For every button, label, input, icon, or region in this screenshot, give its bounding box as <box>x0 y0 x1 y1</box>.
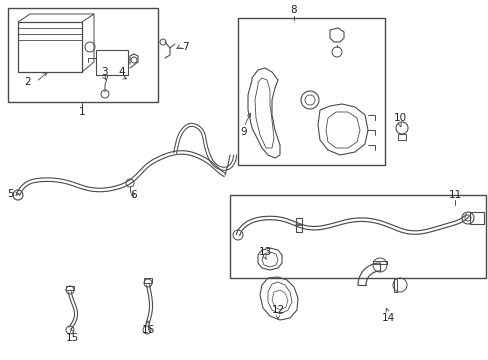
Bar <box>8 8 158 102</box>
Bar <box>143 278 152 283</box>
Text: 7: 7 <box>182 42 188 52</box>
Bar <box>238 18 384 165</box>
Text: 1: 1 <box>79 107 85 117</box>
Bar <box>229 195 485 278</box>
Bar <box>372 261 386 264</box>
Text: 8: 8 <box>290 5 297 15</box>
Text: 13: 13 <box>258 247 271 257</box>
Bar <box>18 22 82 72</box>
Bar <box>469 212 483 224</box>
Text: 10: 10 <box>393 113 406 123</box>
Bar <box>66 286 74 290</box>
Text: 15: 15 <box>65 333 79 343</box>
Bar <box>295 218 302 232</box>
Text: 16: 16 <box>141 325 154 335</box>
Text: 5: 5 <box>7 189 13 199</box>
Text: 6: 6 <box>130 190 137 200</box>
Text: 12: 12 <box>271 305 284 315</box>
Bar <box>393 278 396 292</box>
Text: 9: 9 <box>240 127 247 137</box>
Bar <box>96 50 128 75</box>
Text: 11: 11 <box>447 190 461 200</box>
Text: 2: 2 <box>24 77 31 87</box>
Text: 14: 14 <box>381 313 394 323</box>
Text: 3: 3 <box>101 67 107 77</box>
Bar <box>397 134 405 140</box>
Text: 4: 4 <box>119 67 125 77</box>
